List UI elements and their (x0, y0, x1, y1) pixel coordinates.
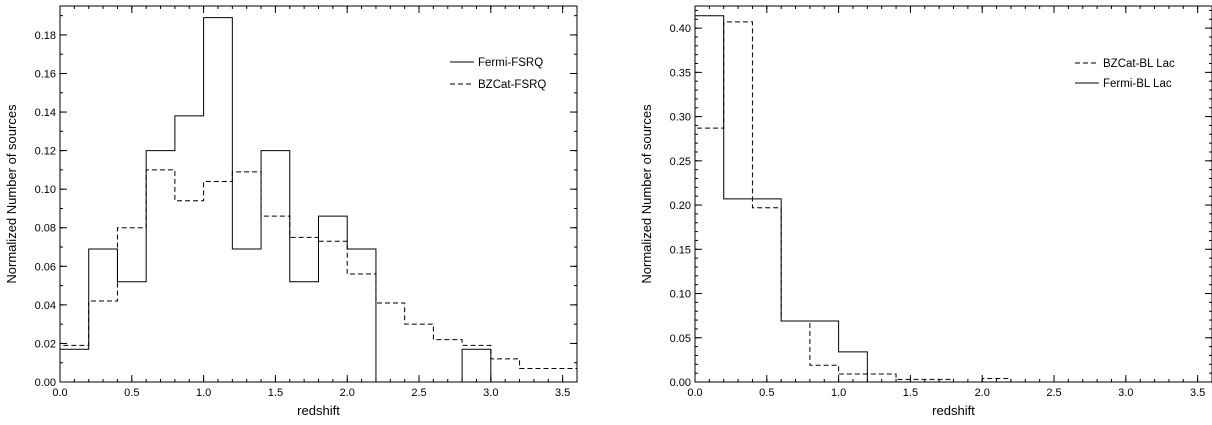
y-tick-label: 0.00 (35, 377, 56, 389)
y-axis-label: Normalized Number of sources (4, 104, 19, 284)
y-tick-label: 0.18 (35, 30, 56, 42)
legend-label: Fermi-BL Lac (1103, 78, 1172, 90)
y-tick-label: 0.16 (35, 68, 56, 80)
y-tick-label: 0.15 (670, 244, 691, 256)
legend-label: BZCat-FSRQ (478, 79, 546, 91)
y-tick-label: 0.04 (35, 300, 56, 312)
y-tick-label: 0.40 (670, 23, 691, 35)
x-tick-label: 1.0 (831, 387, 846, 399)
series-line-1 (694, 21, 1212, 383)
y-tick-label: 0.05 (670, 333, 691, 345)
series-line-2 (59, 169, 578, 382)
x-tick-label: 1.0 (196, 387, 211, 399)
y-tick-label: 0.02 (35, 338, 56, 350)
y-tick-label: 0.10 (35, 184, 56, 196)
x-tick-label: 3.5 (1190, 387, 1205, 399)
x-axis-label: redshift (932, 403, 975, 418)
x-tick-label: 2.0 (975, 387, 990, 399)
x-tick-label: 2.5 (1046, 387, 1061, 399)
bllac-redshift-histogram: 0.0 0.5 1.0 1.5 2.0 2.5 3.0 3.5 0.00 0.05 0.10 0.15… (639, 5, 1212, 418)
x-tick-label: 2.5 (411, 387, 426, 399)
y-axis-label: Normalized Number of sources (639, 104, 654, 284)
y-tick-label: 0.06 (35, 261, 56, 273)
x-tick-label: 3.0 (483, 387, 498, 399)
y-tick-label: 0.30 (670, 112, 691, 124)
x-tick-label: 0.0 (687, 387, 702, 399)
legend-label: Fermi-FSRQ (478, 57, 543, 69)
x-tick-label: 0.5 (759, 387, 774, 399)
x-tick-label: 3.5 (555, 387, 570, 399)
x-tick-label: 1.5 (903, 387, 918, 399)
y-tick-label: 0.20 (670, 200, 691, 212)
y-tick-label: 0.12 (35, 146, 56, 158)
y-tick-label: 0.10 (670, 289, 691, 301)
x-tick-label: 3.0 (1118, 387, 1133, 399)
x-tick-label: 0.0 (52, 387, 67, 399)
series-line-1 (59, 17, 577, 383)
x-tick-label: 2.0 (340, 387, 355, 399)
legend-label: BZCat-BL Lac (1103, 58, 1175, 70)
series-line-2 (694, 15, 1212, 383)
x-tick-label: 1.5 (268, 387, 283, 399)
fsrq-redshift-histogram: 0.0 0.5 1.0 1.5 2.0 2.5 3.0 3.5 0.00 0.02 0.04 0.06… (4, 5, 578, 418)
y-tick-label: 0.25 (670, 156, 691, 168)
y-tick-label: 0.14 (35, 107, 56, 119)
y-tick-label: 0.35 (670, 67, 691, 79)
y-tick-label: 0.00 (670, 377, 691, 389)
y-tick-label: 0.08 (35, 223, 56, 235)
x-tick-label: 0.5 (124, 387, 139, 399)
x-axis-label: redshift (297, 403, 340, 418)
